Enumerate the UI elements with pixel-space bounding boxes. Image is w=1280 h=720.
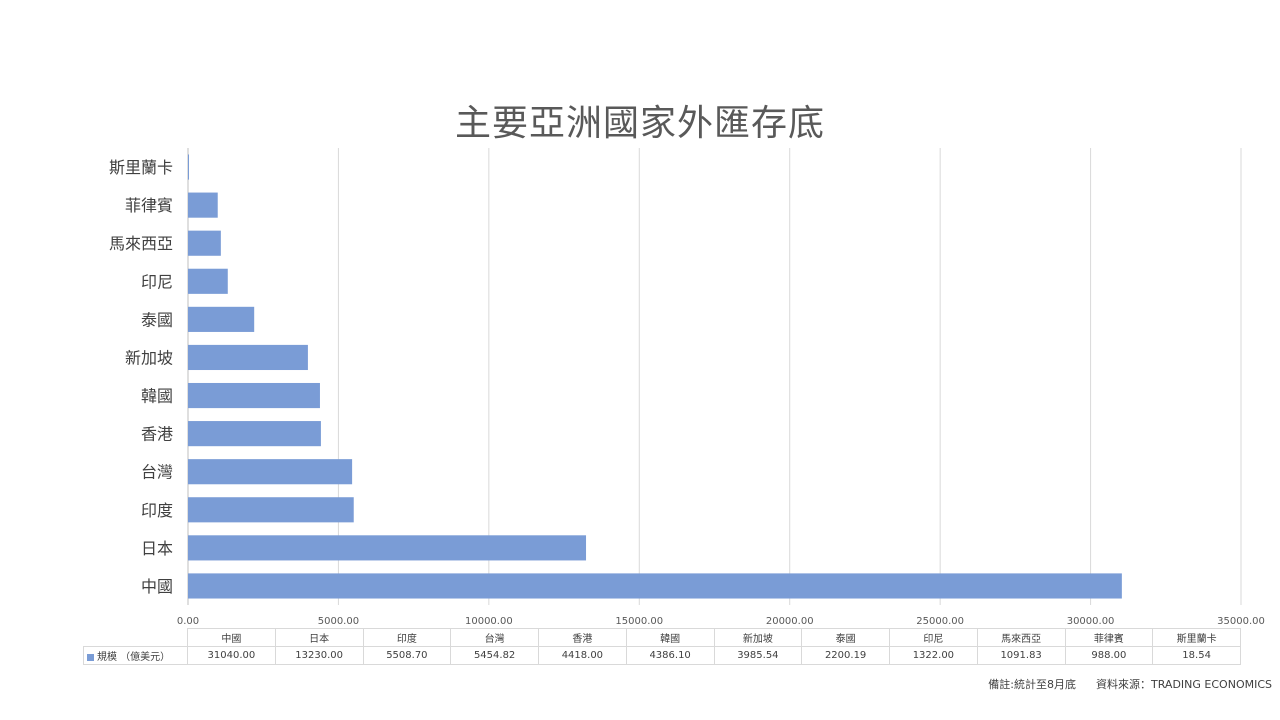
table-header-cell: 日本 [274,628,364,647]
bar [188,459,353,485]
footnote-source: 資料來源：TRADING ECONOMICS [1096,678,1272,691]
table-value-cell: 5508.70 [362,646,452,665]
bar [188,573,1122,599]
table-header-cell: 泰國 [801,628,890,647]
table-value-cell: 18.54 [1152,646,1241,665]
bar [188,230,221,256]
footnote-note: 備註:統計至8月底 [988,678,1077,691]
table-value-cell: 13230.00 [274,646,364,665]
bars [188,154,1122,599]
table-value-cell: 5454.82 [450,646,539,665]
table-value-row: 規模 （億美元） 31040.00 13230.00 5508.70 5454.82 4… [83,646,1241,665]
table-header-cell: 台灣 [450,628,539,647]
x-tick-label: 5000.00 [318,616,359,627]
bar [188,421,321,447]
table-header-cell: 韓國 [625,628,715,647]
x-tick-label: 25000.00 [916,616,964,627]
legend-cell: 規模 （億美元） [83,646,188,665]
x-tick-label: 15000.00 [615,616,663,627]
table-header-cell: 馬來西亞 [976,628,1066,647]
table-value-cell: 988.00 [1064,646,1154,665]
table-header-cell: 菲律賓 [1064,628,1154,647]
series-name: 規模 （億美元） [97,652,171,663]
table-header-row: 中國 日本 印度 台灣 香港 韓國 新加坡 泰國 印尼 馬來西亞 菲律賓 斯里蘭卡 [83,628,1241,647]
bar [188,192,218,218]
y-category-label: 印尼 [141,272,173,291]
table-header-cell: 斯里蘭卡 [1152,628,1241,647]
y-category-label: 韓國 [141,387,173,406]
y-category-label: 日本 [141,539,173,558]
x-tick-label: 10000.00 [465,616,513,627]
x-tick-label: 35000.00 [1217,616,1265,627]
table-value-cell: 1322.00 [889,646,978,665]
gridlines [187,148,1242,605]
bar [188,497,354,523]
table-value-cell: 3985.54 [713,646,803,665]
y-category-label: 台灣 [141,463,173,482]
bar [188,535,587,561]
table-header-cell: 香港 [538,628,627,647]
table-value-cell: 31040.00 [187,646,276,665]
y-axis-labels: 中國 日本 印度 台灣 香港 韓國 新加坡 泰國 印尼 馬來西亞 菲律賓 斯里蘭卡 [109,158,173,596]
x-axis-tick-labels: 0.00 5000.00 10000.00 15000.00 20000.00 25000… [177,616,1265,627]
x-tick-label: 30000.00 [1067,616,1115,627]
table-value-cell: 4418.00 [538,646,627,665]
y-category-label: 馬來西亞 [109,234,173,253]
bar [188,306,255,332]
table-corner [83,628,188,647]
table-value-cell: 1091.83 [976,646,1066,665]
bar [188,382,320,409]
table-header-cell: 印度 [362,628,452,647]
y-category-label: 斯里蘭卡 [109,158,173,177]
table-value-cell: 2200.19 [801,646,890,665]
bar [188,268,228,294]
table-header-cell: 印尼 [889,628,978,647]
table-header-cell: 中國 [187,628,276,647]
chart-title: 主要亞洲國家外匯存底 [454,103,825,144]
x-tick-label: 0.00 [177,616,199,627]
footnote: 備註:統計至8月底 資料來源：TRADING ECONOMICS [988,676,1272,692]
bar [188,344,308,371]
x-tick-label: 20000.00 [766,616,814,627]
y-category-label: 印度 [141,501,173,520]
y-category-label: 香港 [141,425,173,444]
table-header-cell: 新加坡 [713,628,803,647]
data-table: 中國 日本 印度 台灣 香港 韓國 新加坡 泰國 印尼 馬來西亞 菲律賓 斯里蘭卡 規模 （億美元） … [83,628,1241,665]
table-value-cell: 4386.10 [625,646,715,665]
y-category-label: 泰國 [141,310,173,329]
y-category-label: 菲律賓 [125,196,173,215]
y-category-label: 新加坡 [125,348,173,367]
legend-swatch [87,653,94,661]
bar [188,154,189,180]
y-category-label: 中國 [141,577,173,596]
